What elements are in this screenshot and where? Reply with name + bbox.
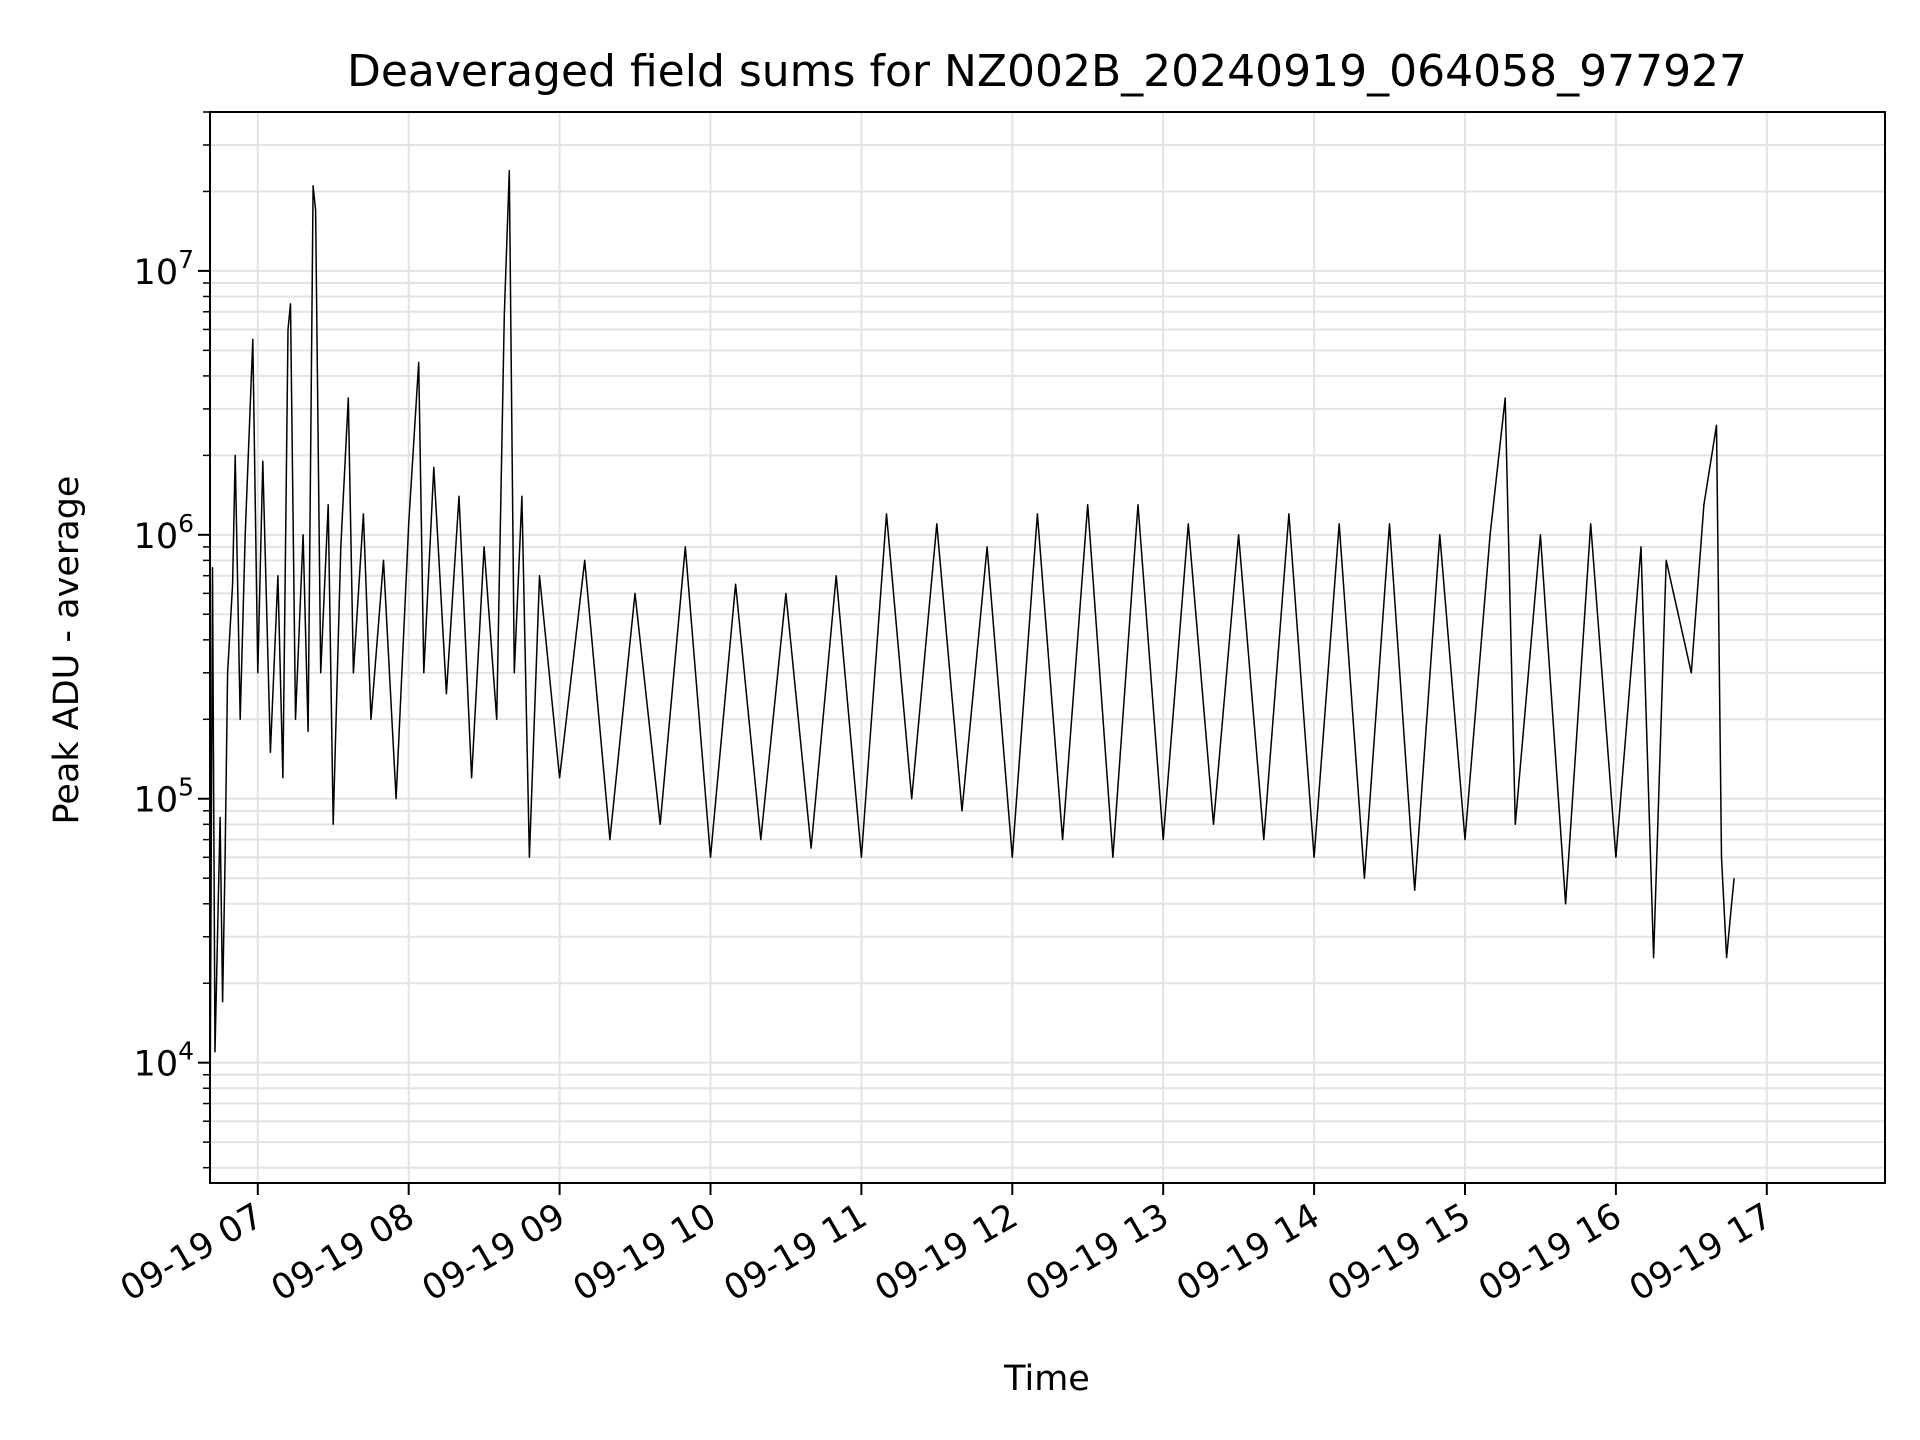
y-axis-ticks: 104 105 106 107 (134, 111, 210, 1169)
x-axis-label: Time (1003, 1359, 1090, 1399)
series-line (209, 169, 1735, 1132)
chart-title: Deaveraged field sums for NZ002B_2024091… (347, 46, 1747, 97)
y-tick-label: 107 (134, 245, 194, 293)
series-layer (209, 169, 1735, 1132)
y-tick-label: 104 (134, 1037, 194, 1085)
plot-frame (209, 111, 1886, 1184)
y-tick-label: 106 (134, 509, 194, 557)
y-tick-label: 105 (134, 773, 194, 821)
grid (210, 111, 1885, 1183)
y-axis-label: Peak ADU - average (47, 476, 87, 825)
